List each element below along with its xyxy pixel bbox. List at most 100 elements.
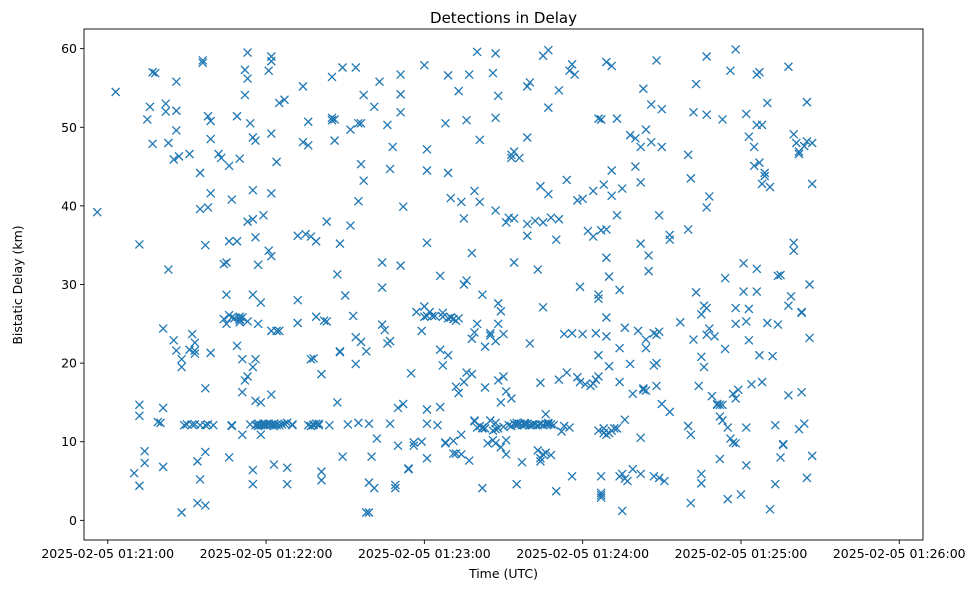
data-point (689, 107, 698, 117)
data-point (224, 236, 234, 246)
data-point (404, 464, 413, 474)
data-point (715, 400, 725, 410)
data-point (601, 430, 611, 440)
data-point (332, 269, 342, 279)
data-point (327, 72, 337, 82)
data-point (161, 99, 171, 109)
data-point (433, 420, 443, 430)
data-point (799, 419, 809, 429)
data-point (280, 419, 289, 429)
data-point (657, 104, 667, 114)
y-tick-label: 10 (61, 434, 77, 449)
data-point (472, 47, 482, 57)
data-point (733, 385, 743, 395)
data-point (601, 253, 611, 263)
data-point (422, 419, 432, 429)
data-point (134, 481, 144, 491)
data-point (177, 354, 187, 364)
data-point (805, 280, 815, 289)
data-point (237, 354, 247, 364)
data-point (683, 225, 693, 234)
data-point (488, 68, 498, 78)
data-point (454, 388, 464, 398)
data-point (638, 84, 648, 94)
data-point (607, 191, 617, 201)
data-point (559, 329, 569, 339)
data-point (396, 107, 406, 117)
data-point (554, 85, 564, 95)
data-point (718, 114, 727, 124)
data-point (546, 450, 556, 460)
data-point (208, 420, 218, 430)
data-point (422, 238, 432, 248)
data-point (691, 287, 701, 297)
data-point (535, 456, 545, 466)
data-point (200, 420, 210, 430)
data-point (715, 412, 725, 422)
data-point (807, 179, 817, 189)
data-point (657, 399, 667, 409)
data-point (747, 379, 756, 389)
data-point (190, 349, 200, 359)
data-point (493, 423, 503, 433)
data-point (783, 62, 793, 72)
data-point (224, 452, 234, 462)
data-point (430, 311, 440, 321)
data-point (741, 460, 751, 470)
data-point (214, 149, 224, 159)
data-point (438, 312, 448, 322)
data-point (422, 453, 432, 463)
data-point (601, 225, 611, 234)
data-point (346, 221, 355, 230)
data-point (554, 375, 564, 385)
data-point (280, 95, 289, 105)
data-point (649, 471, 659, 481)
data-point (657, 142, 667, 152)
data-point (319, 316, 329, 326)
data-point (491, 424, 501, 434)
data-point (464, 456, 474, 466)
data-point (778, 440, 788, 450)
data-point (588, 379, 598, 389)
x-tick-label: 2025-02-05 01:24:00 (516, 546, 649, 561)
data-point (483, 438, 493, 448)
data-point (443, 70, 453, 80)
data-point (623, 476, 632, 486)
data-point (454, 86, 464, 96)
data-point (802, 97, 812, 107)
data-point (783, 390, 793, 400)
data-point (243, 74, 253, 83)
data-point (551, 486, 561, 496)
data-point (525, 339, 535, 348)
data-point (541, 409, 551, 419)
data-point (601, 313, 611, 322)
data-point (158, 403, 168, 413)
data-point (192, 456, 202, 466)
data-point (462, 276, 472, 286)
data-point (198, 58, 208, 68)
y-axis: 0 10 20 30 40 50 60 (61, 41, 84, 528)
data-point (525, 77, 535, 87)
data-point (601, 331, 611, 341)
data-point (425, 307, 435, 317)
data-point (652, 55, 661, 65)
data-point (227, 313, 237, 322)
data-point (564, 423, 574, 433)
data-point (372, 434, 382, 444)
data-point (346, 125, 355, 135)
data-point (274, 420, 284, 430)
data-point (533, 265, 543, 275)
data-point (509, 214, 519, 223)
data-point (659, 476, 669, 486)
data-point (723, 494, 733, 504)
data-point (522, 231, 532, 241)
data-point (235, 317, 245, 327)
data-point (580, 379, 590, 389)
data-point (570, 70, 580, 80)
data-point (171, 346, 181, 355)
data-point (240, 90, 250, 100)
y-tick-label: 30 (61, 277, 77, 292)
data-point (192, 498, 202, 508)
data-point (443, 168, 453, 178)
